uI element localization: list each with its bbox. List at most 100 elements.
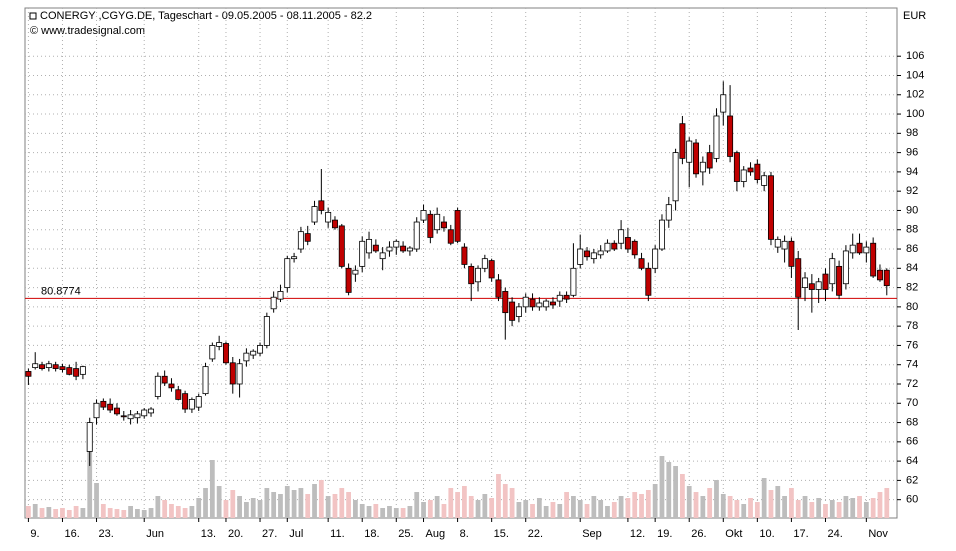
- chart-subtitle: © www.tradesignal.com: [30, 25, 145, 37]
- candle-body: [345, 267, 352, 293]
- volume-bar: [829, 500, 835, 518]
- volume-bar: [414, 492, 420, 518]
- y-tick-label: 92: [906, 185, 918, 197]
- volume-bar: [489, 498, 495, 518]
- volume-bar: [223, 500, 229, 518]
- candle-body: [509, 301, 516, 321]
- volume-bar: [39, 508, 45, 518]
- volume-bar: [434, 496, 440, 518]
- candle-body: [59, 366, 66, 370]
- candle-body: [454, 210, 461, 242]
- y-tick-label: 98: [906, 127, 918, 139]
- candle-body: [25, 371, 32, 377]
- volume-bar: [250, 498, 256, 518]
- volume-bar: [87, 440, 93, 518]
- candle-body: [447, 229, 454, 244]
- candle-body: [761, 175, 768, 186]
- candle-body: [134, 413, 141, 419]
- candle-body: [413, 221, 420, 250]
- candle-body: [515, 306, 522, 317]
- candle-body: [100, 400, 107, 408]
- candle-body: [359, 240, 366, 267]
- volume-bar: [73, 506, 79, 518]
- volume-bar: [877, 492, 883, 518]
- volume-bar: [380, 508, 386, 518]
- candle-body: [563, 294, 570, 300]
- candle-body: [522, 296, 529, 308]
- volume-bar: [516, 502, 522, 518]
- candle-body: [161, 375, 168, 384]
- volume-bar: [870, 498, 876, 518]
- volume-bar: [611, 502, 617, 518]
- volume-bar: [135, 509, 140, 518]
- volume-bar: [26, 506, 31, 518]
- candle-body: [352, 269, 359, 275]
- reference-label: 80.8774: [41, 285, 81, 297]
- volume-bar: [427, 500, 433, 518]
- volume-bar: [114, 509, 120, 518]
- volume-bar: [782, 496, 787, 518]
- volume-bar: [530, 504, 535, 518]
- volume-bar: [346, 492, 351, 518]
- volume-bar: [387, 506, 392, 518]
- candle-body: [577, 248, 584, 265]
- volume-bar: [645, 490, 651, 518]
- volume-bar: [816, 498, 822, 518]
- candle-body: [529, 298, 536, 308]
- x-tick-label: 10.: [759, 528, 774, 540]
- candle-body: [182, 393, 189, 410]
- volume-bar: [482, 494, 488, 518]
- candle-body: [141, 409, 148, 417]
- candle-body: [883, 269, 890, 287]
- volume-bar: [693, 492, 699, 518]
- x-tick-label: Okt: [725, 528, 742, 540]
- candle-body: [406, 247, 413, 252]
- volume-bar: [618, 496, 624, 518]
- candle-body: [393, 240, 400, 248]
- volume-bar: [714, 480, 719, 518]
- candle-body: [263, 316, 270, 346]
- x-tick-label: Nov: [868, 528, 888, 540]
- candle-body: [325, 211, 332, 223]
- volume-bar: [571, 496, 576, 518]
- volume-bar: [502, 484, 508, 518]
- candle-body: [781, 240, 788, 250]
- candle-body: [236, 363, 243, 385]
- candle-body: [774, 238, 781, 248]
- x-tick-label: 16.: [64, 528, 79, 540]
- volume-bar: [182, 508, 188, 518]
- y-tick-label: 60: [906, 494, 918, 506]
- x-tick-label: 24.: [827, 528, 842, 540]
- candle-body: [495, 279, 502, 298]
- candle-body: [195, 396, 202, 408]
- volume-bar: [686, 486, 692, 518]
- volume-bar: [94, 483, 99, 518]
- y-tick-label: 96: [906, 147, 918, 159]
- candle-body: [604, 242, 611, 252]
- candle-body: [52, 364, 59, 369]
- candle-body: [679, 123, 686, 159]
- volume-bar: [509, 488, 515, 518]
- candle-body: [66, 367, 73, 375]
- candle-body: [202, 366, 209, 395]
- volume-bar: [298, 488, 304, 518]
- volume-bar: [128, 506, 133, 518]
- volume-bar: [652, 484, 658, 518]
- volume-bar: [373, 504, 379, 518]
- candle-body: [733, 152, 740, 182]
- candle-body: [243, 352, 250, 362]
- volume-bar: [795, 500, 801, 518]
- volume-bar: [625, 498, 631, 518]
- y-tick-label: 68: [906, 416, 918, 428]
- candle-body: [481, 258, 488, 269]
- candle-body: [584, 250, 591, 258]
- volume-bar: [244, 502, 249, 518]
- candle-body: [420, 210, 427, 221]
- volume-bar: [462, 486, 467, 518]
- candle-body: [815, 281, 822, 290]
- x-tick-label: Jun: [146, 528, 164, 540]
- candle-body: [270, 296, 277, 310]
- candle-body: [672, 152, 679, 202]
- volume-bar: [407, 506, 413, 518]
